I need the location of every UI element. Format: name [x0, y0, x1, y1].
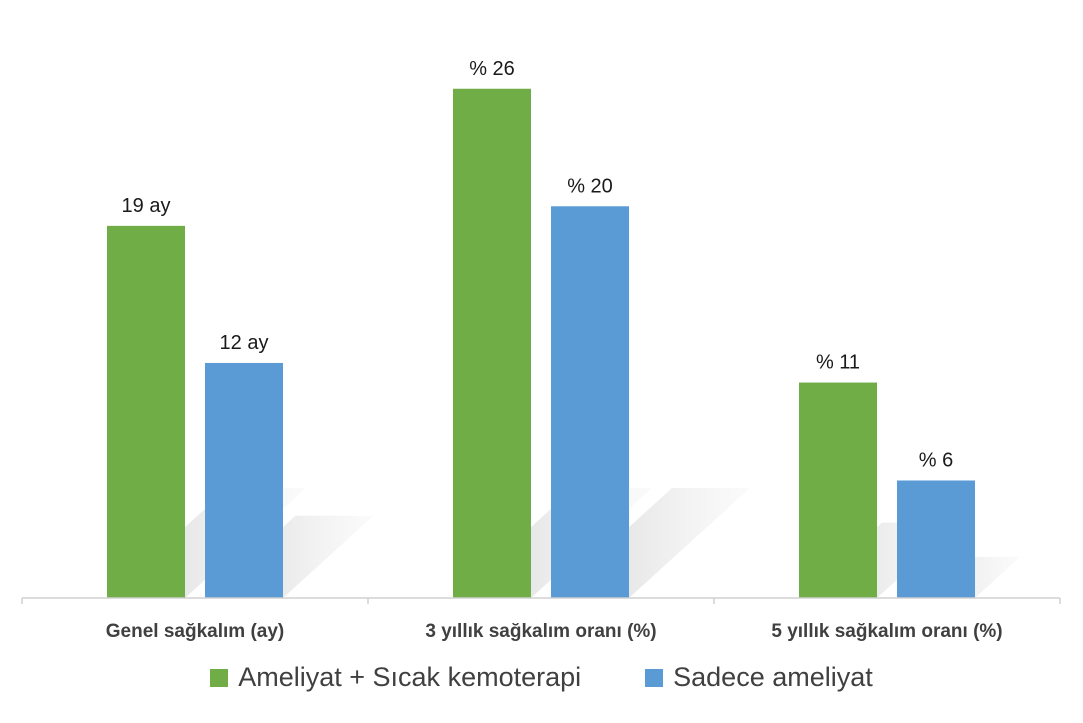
legend-item-series-1: Ameliyat + Sıcak kemoterapi — [210, 662, 581, 693]
data-label: % 26 — [469, 58, 515, 80]
data-label: 12 ay — [220, 332, 269, 354]
data-label: % 20 — [567, 175, 613, 197]
x-tick-label: 3 yıllık sağkalım oranı (%) — [425, 621, 656, 642]
legend-swatch-series-2 — [645, 668, 664, 687]
bar-series-1 — [799, 382, 877, 598]
x-axis: Genel sağkalım (ay) 3 yıllık sağkalım ora… — [21, 597, 1061, 642]
legend: Ameliyat + Sıcak kemoterapi Sadece ameli… — [0, 662, 1083, 693]
bar-series-2 — [205, 362, 283, 598]
bar-chart: Genel sağkalım (ay) 3 yıllık sağkalım ora… — [21, 58, 1061, 642]
bar-series-2 — [551, 206, 629, 598]
legend-label-series-1: Ameliyat + Sıcak kemoterapi — [238, 662, 582, 692]
bar-series-2 — [897, 480, 975, 598]
bar-series-1 — [107, 225, 185, 599]
data-label: 19 ay — [122, 195, 171, 217]
data-label: % 11 — [816, 352, 860, 374]
legend-label-series-2: Sadece ameliyat — [673, 662, 873, 692]
data-label: % 6 — [919, 449, 953, 471]
x-tick-label: Genel sağkalım (ay) — [106, 621, 284, 642]
bars-group — [107, 88, 975, 599]
data-labels: 19 ay 12 ay % 26 % 20 % 11 % 6 — [122, 58, 954, 472]
x-tick-label: 5 yıllık sağkalım oranı (%) — [771, 621, 1002, 642]
legend-swatch-series-1 — [210, 668, 229, 687]
bar-series-1 — [453, 88, 531, 599]
legend-item-series-2: Sadece ameliyat — [645, 662, 873, 693]
